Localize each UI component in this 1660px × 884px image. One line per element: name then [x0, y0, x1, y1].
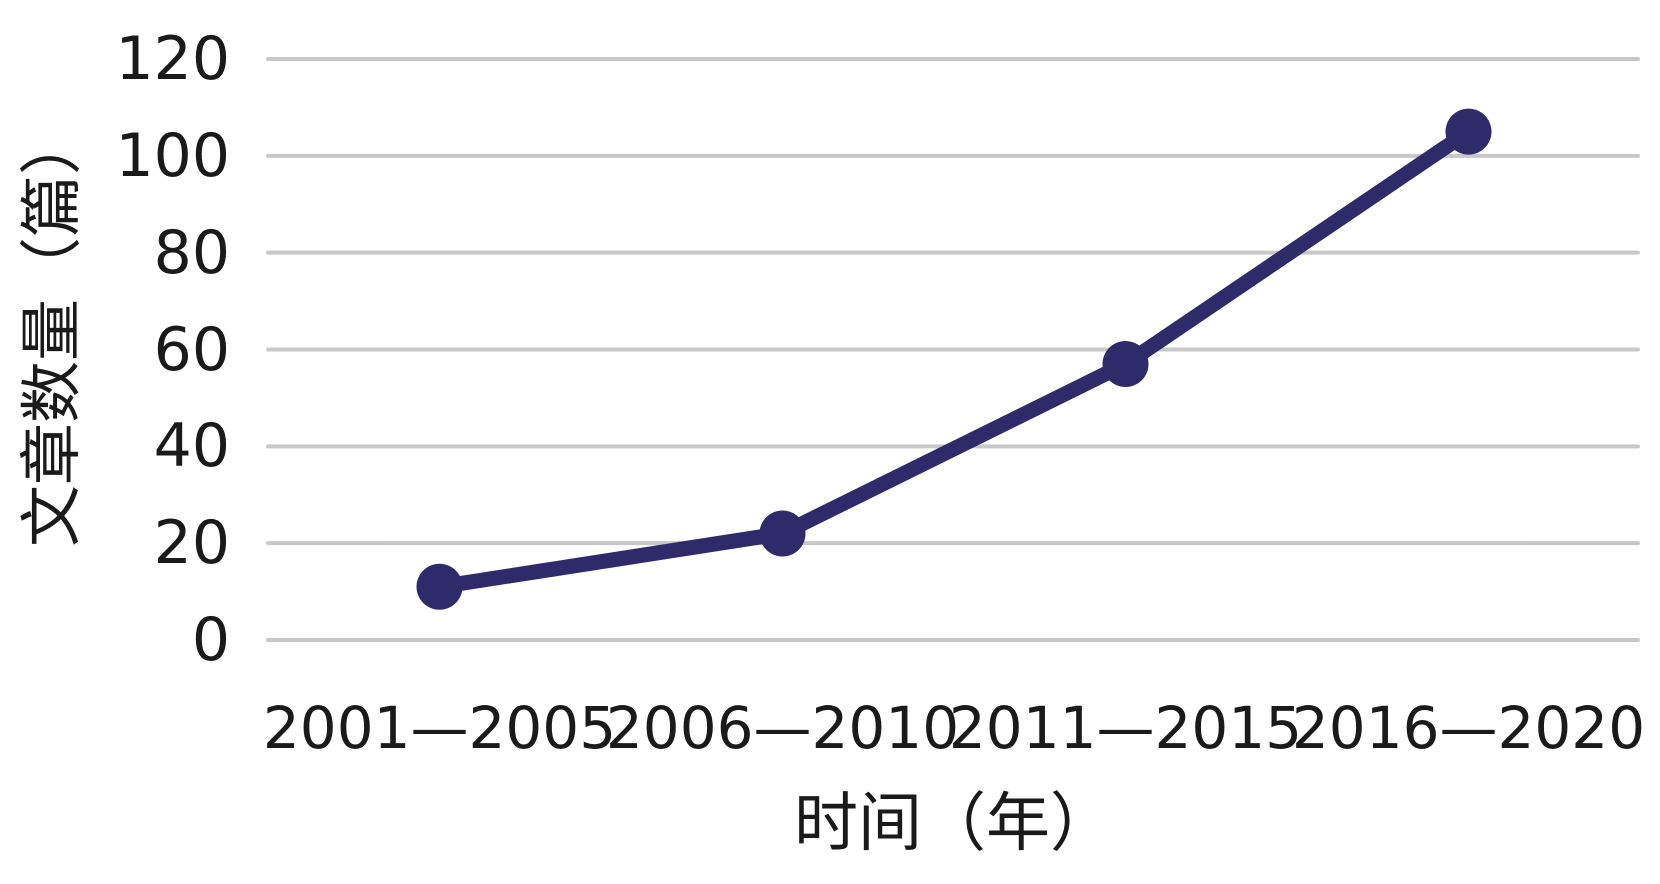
- y-tick-label: 80: [153, 217, 230, 288]
- y-tick-label: 120: [115, 24, 230, 94]
- x-tick-label: 2016—2020: [1291, 694, 1646, 762]
- y-tick-label: 40: [153, 411, 230, 482]
- data-point-marker: [416, 563, 463, 610]
- data-point-marker: [1102, 341, 1149, 388]
- x-tick-label: 2011—2015: [948, 694, 1303, 762]
- y-tick-label: 20: [153, 508, 230, 579]
- x-tick-label: 2006—2010: [605, 694, 960, 762]
- y-tick-label: 60: [153, 314, 230, 385]
- y-tick-label: 0: [191, 605, 230, 675]
- x-tick-label: 2001—2005: [262, 694, 617, 762]
- y-tick-label: 100: [115, 120, 230, 191]
- series-line: [432, 124, 1476, 595]
- data-point-marker: [1445, 108, 1492, 155]
- x-axis-title: 时间（年）: [794, 787, 1114, 861]
- data-point-marker: [759, 510, 806, 557]
